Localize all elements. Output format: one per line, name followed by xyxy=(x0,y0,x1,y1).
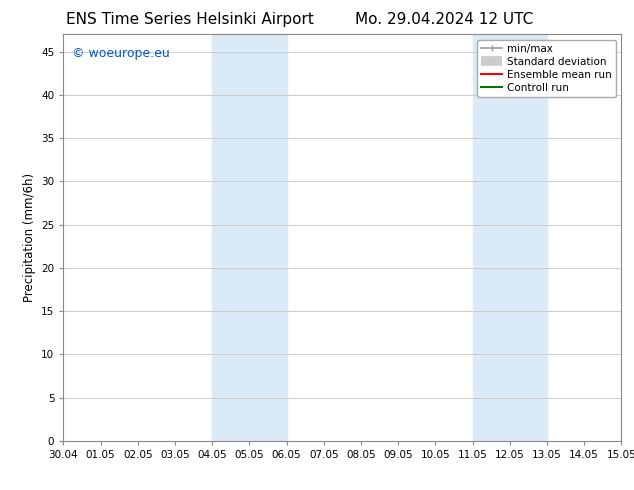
Y-axis label: Precipitation (mm/6h): Precipitation (mm/6h) xyxy=(23,173,36,302)
Text: ENS Time Series Helsinki Airport: ENS Time Series Helsinki Airport xyxy=(67,12,314,27)
Text: Mo. 29.04.2024 12 UTC: Mo. 29.04.2024 12 UTC xyxy=(354,12,533,27)
Text: © woeurope.eu: © woeurope.eu xyxy=(72,47,169,59)
Bar xyxy=(472,34,547,441)
Legend: min/max, Standard deviation, Ensemble mean run, Controll run: min/max, Standard deviation, Ensemble me… xyxy=(477,40,616,97)
Bar xyxy=(212,34,287,441)
